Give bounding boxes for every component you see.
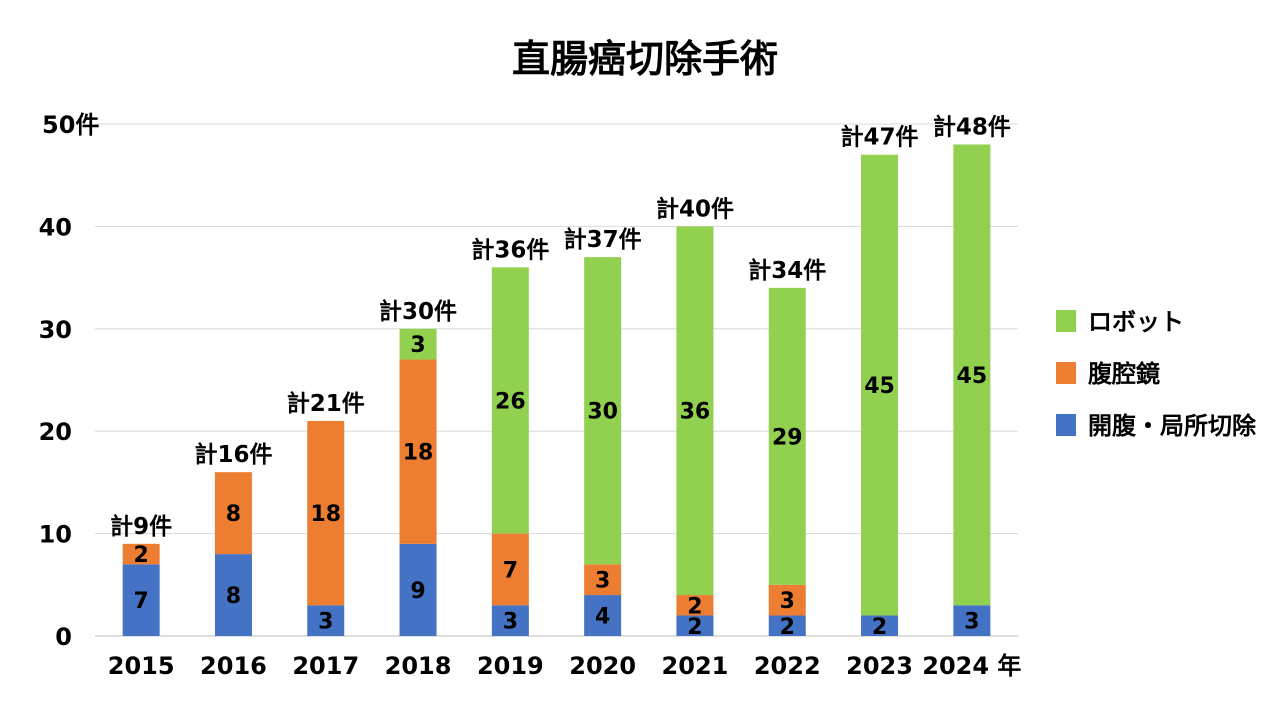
bar-value-label: 7 xyxy=(133,589,148,614)
bar-value-label: 2 xyxy=(133,543,148,568)
x-tick-label: 2021 xyxy=(662,652,729,680)
y-tick-label: 10 xyxy=(39,521,72,549)
x-tick-label: 2022 xyxy=(754,652,821,680)
bar-value-label: 2 xyxy=(780,615,795,640)
bar-total-label: 計47件 xyxy=(841,124,919,151)
y-tick-label: 0 xyxy=(55,623,72,651)
bar-segment xyxy=(861,154,899,616)
bar-segment xyxy=(768,615,806,636)
bar-segment xyxy=(399,543,437,636)
bar-segment xyxy=(122,543,160,565)
bar-segment xyxy=(584,595,622,636)
bar-value-label: 26 xyxy=(495,389,526,414)
chart-title: 直腸癌切除手術 xyxy=(512,37,778,81)
bar-segment xyxy=(214,472,252,555)
bar-segment xyxy=(861,615,899,636)
x-tick-label: 2019 xyxy=(477,652,544,680)
x-tick-label: 2018 xyxy=(385,652,452,680)
y-tick-label: 20 xyxy=(39,418,72,446)
legend-label: 開腹・局所切除 xyxy=(1088,412,1257,440)
bar-total-label: 計48件 xyxy=(933,113,1011,140)
x-tick-label: 2015 xyxy=(108,652,175,680)
bar-value-label: 45 xyxy=(957,364,988,389)
bar-segment xyxy=(768,584,806,616)
bar-value-label: 3 xyxy=(410,333,425,358)
bar-segment xyxy=(122,564,160,636)
bar-value-label: 8 xyxy=(226,584,241,609)
bar-value-label: 3 xyxy=(318,610,333,635)
bar-segment xyxy=(676,226,714,596)
bar-total-label: 計16件 xyxy=(194,441,272,468)
bar-value-label: 9 xyxy=(410,579,425,604)
bar-segment xyxy=(307,605,345,636)
bar-value-label: 3 xyxy=(780,589,795,614)
y-tick-label: 50件 xyxy=(42,111,99,139)
bar-value-label: 36 xyxy=(680,400,711,425)
bar-segment xyxy=(953,144,991,606)
bar-value-label: 2 xyxy=(687,615,702,640)
bar-value-label: 2 xyxy=(872,615,887,640)
bar-value-label: 8 xyxy=(226,502,241,527)
x-tick-label: 2024 年 xyxy=(922,652,1021,680)
bar-total-label: 計21件 xyxy=(287,390,365,417)
bar-total-label: 計36件 xyxy=(471,236,549,263)
bar-value-label: 2 xyxy=(687,594,702,619)
bar-segment xyxy=(584,257,622,565)
x-tick-label: 2016 xyxy=(200,652,267,680)
x-tick-label: 2023 xyxy=(846,652,913,680)
bar-segment xyxy=(676,595,714,616)
bar-value-label: 3 xyxy=(595,569,610,594)
bar-total-label: 計9件 xyxy=(110,513,172,540)
bar-segment xyxy=(491,605,529,636)
legend-swatch xyxy=(1056,362,1076,384)
bar-segment xyxy=(491,267,529,534)
bar-value-label: 18 xyxy=(403,441,434,466)
bar-value-label: 7 xyxy=(503,558,518,583)
x-axis: 2015 2016 2017 2018 2019 2020 2021 2022 2023 2024… xyxy=(108,652,1022,680)
bar-value-label: 30 xyxy=(587,400,618,425)
y-tick-label: 30 xyxy=(39,316,72,344)
legend-label: ロボット xyxy=(1088,308,1184,336)
bars: 7 2 計9件 8 8 計16件 3 18 計21件 9 18 3 計30件 3 7 26 計36件 4 3 30 計3… xyxy=(110,113,1011,640)
bar-value-label: 18 xyxy=(310,502,341,527)
bar-segment xyxy=(584,564,622,596)
bar-value-label: 3 xyxy=(503,610,518,635)
bar-segment xyxy=(214,554,252,636)
bar-total-label: 計40件 xyxy=(656,195,734,222)
bar-segment xyxy=(491,533,529,606)
x-tick-label: 2017 xyxy=(292,652,359,680)
bar-value-label: 3 xyxy=(964,610,979,635)
bar-total-label: 計30件 xyxy=(379,298,457,325)
bar-value-label: 4 xyxy=(595,605,610,630)
x-tick-label: 2020 xyxy=(569,652,636,680)
legend-label: 腹腔鏡 xyxy=(1088,360,1160,388)
bar-total-label: 計37件 xyxy=(564,226,642,253)
legend-swatch xyxy=(1056,414,1076,436)
bar-value-label: 45 xyxy=(864,374,895,399)
bar-segment xyxy=(307,420,345,606)
bar-value-label: 29 xyxy=(772,425,803,450)
bar-segment xyxy=(768,287,806,585)
bar-segment xyxy=(676,615,714,636)
y-tick-label: 40 xyxy=(39,213,72,241)
bar-segment xyxy=(399,359,437,544)
bar-segment xyxy=(953,605,991,636)
legend-swatch xyxy=(1056,310,1076,332)
bar-total-label: 計34件 xyxy=(748,257,826,284)
bar-segment xyxy=(399,328,437,360)
y-axis: 0 10 20 30 40 50件 xyxy=(39,111,100,651)
